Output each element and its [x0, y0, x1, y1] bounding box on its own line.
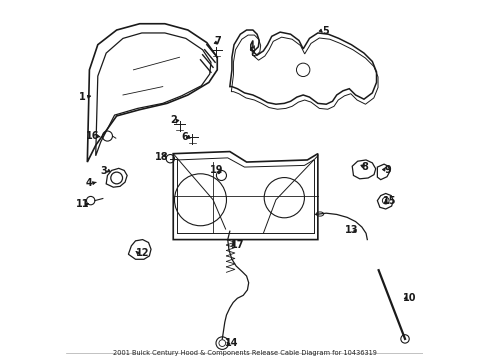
- Text: 15: 15: [383, 195, 396, 206]
- Text: 17: 17: [230, 240, 244, 250]
- Text: 5: 5: [322, 26, 328, 36]
- Text: 6: 6: [181, 132, 187, 142]
- Text: 12: 12: [136, 248, 149, 258]
- Text: 18: 18: [155, 152, 168, 162]
- Text: 13: 13: [344, 225, 357, 235]
- Text: 9: 9: [384, 165, 391, 175]
- Text: 2001 Buick Century Hood & Components Release Cable Diagram for 10436319: 2001 Buick Century Hood & Components Rel…: [112, 350, 376, 356]
- Text: 8: 8: [361, 162, 367, 172]
- Text: 11: 11: [76, 199, 90, 209]
- Text: 7: 7: [214, 36, 221, 46]
- Text: 19: 19: [209, 166, 223, 175]
- Text: 2: 2: [169, 115, 176, 125]
- Text: 16: 16: [85, 131, 99, 141]
- Text: 4: 4: [85, 178, 92, 188]
- Text: 3: 3: [101, 166, 107, 176]
- Text: 14: 14: [224, 338, 238, 348]
- Text: 1: 1: [79, 92, 85, 102]
- Text: 10: 10: [403, 293, 416, 303]
